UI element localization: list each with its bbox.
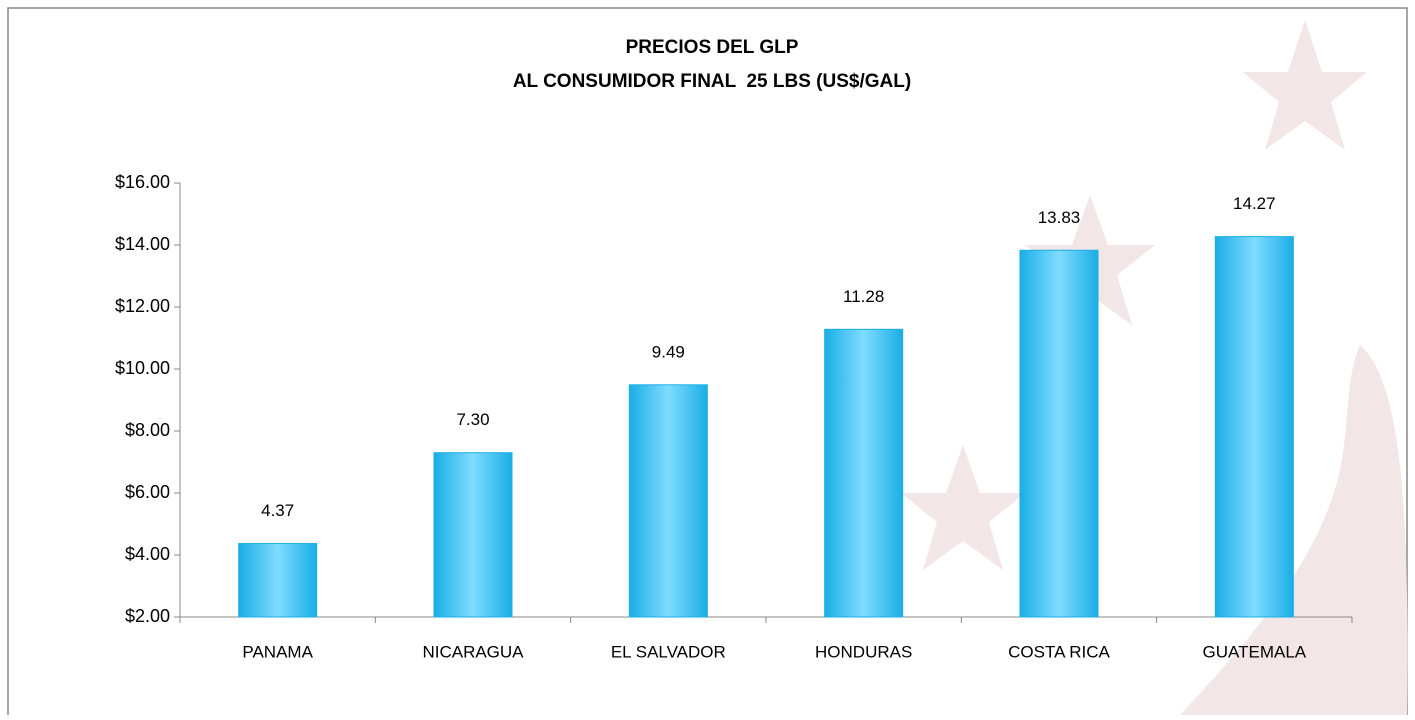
chart-subtitle: AL CONSUMIDOR FINAL 25 LBS (US$/GAL) [513, 71, 911, 92]
bar [239, 544, 317, 617]
bar [1020, 250, 1098, 617]
x-tick-label: COSTA RICA [1008, 642, 1110, 661]
y-tick-label: $6.00 [125, 482, 170, 502]
x-tick-label: HONDURAS [815, 642, 912, 661]
y-tick-label: $12.00 [115, 296, 170, 316]
bar [1215, 237, 1293, 617]
chart: PRECIOS DEL GLP AL CONSUMIDOR FINAL 25 L… [0, 0, 1415, 715]
y-tick-label: $4.00 [125, 544, 170, 564]
page: {"chart_data": {"type": "bar", "title": … [0, 0, 1415, 715]
data-label: 7.30 [456, 410, 489, 429]
y-tick-label: $14.00 [115, 234, 170, 254]
y-tick-label: $10.00 [115, 358, 170, 378]
x-tick-label: NICARAGUA [422, 642, 524, 661]
data-label: 9.49 [652, 342, 685, 361]
data-label: 14.27 [1233, 194, 1276, 213]
data-label: 11.28 [843, 287, 884, 306]
chart-title: PRECIOS DEL GLP [626, 37, 799, 58]
data-label: 4.37 [261, 501, 294, 520]
bar [434, 453, 512, 617]
bar [825, 329, 903, 617]
y-tick-label: $16.00 [115, 172, 170, 192]
x-tick-label: EL SALVADOR [611, 642, 726, 661]
x-tick-label: PANAMA [242, 642, 313, 661]
data-label: 13.83 [1038, 208, 1081, 227]
bar [629, 385, 707, 617]
x-tick-label: GUATEMALA [1203, 642, 1307, 661]
y-tick-label: $2.00 [125, 606, 170, 626]
y-tick-label: $8.00 [125, 420, 170, 440]
